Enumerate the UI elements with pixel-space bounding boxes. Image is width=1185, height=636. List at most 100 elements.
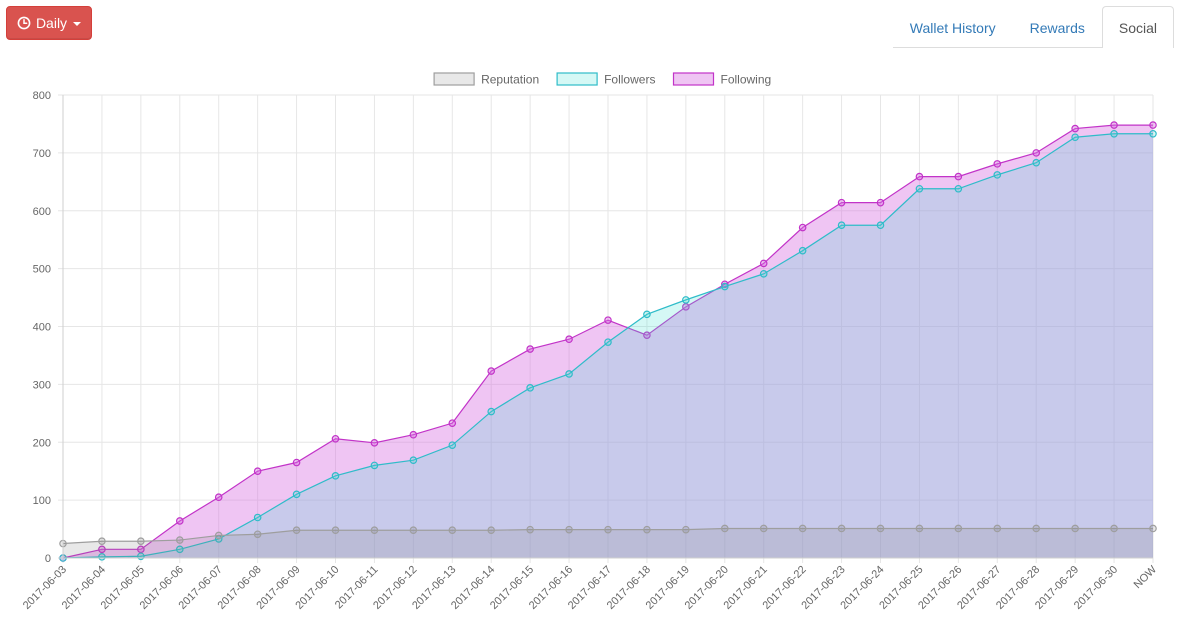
- reputation-point: [526, 525, 534, 534]
- followers-point: [643, 310, 651, 319]
- reputation-point: [214, 531, 223, 540]
- reputation-point: [837, 524, 846, 533]
- y-tick-label: 400: [33, 322, 51, 334]
- following-point: [876, 198, 885, 207]
- legend-label: Reputation: [481, 73, 539, 87]
- reputation-point: [370, 526, 379, 535]
- reputation-point: [331, 526, 340, 535]
- tab-wallet-history[interactable]: Wallet History: [909, 19, 996, 36]
- following-point: [331, 434, 340, 443]
- y-tick-label: 800: [33, 90, 51, 102]
- following-point: [370, 439, 379, 447]
- legend-swatch: [672, 72, 715, 86]
- reputation-point: [1110, 524, 1118, 533]
- following-point: [292, 458, 301, 467]
- following-point: [993, 160, 1002, 168]
- following-point: [214, 493, 223, 502]
- clock-icon: [17, 16, 31, 30]
- legend-swatch: [556, 72, 598, 86]
- following-point: [837, 198, 846, 207]
- followers-point: [565, 370, 573, 378]
- following-point: [915, 172, 924, 181]
- followers-point: [993, 171, 1002, 179]
- y-tick-label: 500: [33, 264, 51, 276]
- reputation-point: [253, 530, 262, 539]
- reputation-point: [682, 525, 690, 534]
- followers-point: [253, 513, 262, 522]
- followers-line: [62, 133, 1153, 559]
- following-point: [1032, 149, 1041, 157]
- y-tick-label: 600: [33, 206, 51, 218]
- reputation-point: [137, 537, 145, 546]
- legend-swatch: [433, 72, 475, 86]
- following-point: [643, 331, 651, 339]
- following-point: [175, 517, 184, 525]
- followers-point: [1071, 133, 1079, 142]
- following-point: [798, 223, 807, 232]
- reputation-line: [62, 527, 1153, 545]
- reputation-point: [876, 524, 885, 533]
- followers-point: [526, 384, 534, 392]
- followers-point: [331, 472, 340, 480]
- reputation-point: [720, 524, 729, 533]
- period-dropdown-button[interactable]: Daily: [6, 6, 92, 40]
- followers-point: [1110, 129, 1118, 138]
- reputation-point: [954, 524, 963, 533]
- reputation-point: [759, 524, 768, 533]
- reputation-point: [292, 526, 301, 535]
- followers-point: [292, 490, 301, 499]
- tab-bar: Wallet History Rewards Social: [893, 6, 1174, 48]
- following-point: [1071, 124, 1079, 133]
- reputation-point: [448, 526, 457, 535]
- legend-label: Followers: [604, 73, 655, 87]
- reputation-point: [643, 525, 651, 534]
- followers-point: [798, 246, 807, 255]
- following-point: [253, 467, 262, 475]
- following-point: [565, 335, 573, 344]
- followers-point: [954, 184, 963, 193]
- period-label: Daily: [35, 15, 68, 31]
- followers-point: [1149, 129, 1157, 138]
- tab-social[interactable]: Social: [1101, 6, 1174, 48]
- reputation-point: [487, 526, 496, 535]
- following-line: [62, 124, 1153, 559]
- followers-point: [175, 545, 184, 554]
- reputation-point: [1071, 524, 1079, 533]
- reputation-point: [1032, 524, 1041, 533]
- followers-point: [837, 221, 846, 230]
- legend-label: Following: [721, 73, 772, 87]
- y-tick-label: 0: [45, 553, 51, 565]
- tab-rewards[interactable]: Rewards: [1029, 19, 1085, 36]
- tabs-border: [893, 47, 1174, 48]
- following-point: [759, 259, 768, 268]
- followers-point: [759, 270, 768, 278]
- reputation-point: [798, 524, 807, 533]
- followers-point: [604, 338, 612, 346]
- reputation-point: [565, 525, 573, 534]
- reputation-point: [409, 526, 418, 535]
- followers-point: [487, 407, 496, 416]
- following-point: [487, 367, 496, 375]
- y-tick-label: 100: [33, 495, 51, 507]
- reputation-point: [915, 524, 924, 533]
- following-point: [1149, 121, 1157, 129]
- y-tick-label: 200: [33, 437, 51, 449]
- reputation-area: [63, 528, 1153, 558]
- following-point: [954, 172, 963, 181]
- reputation-point: [98, 537, 106, 546]
- followers-point: [915, 184, 924, 193]
- following-point: [604, 316, 612, 324]
- x-tick-label: NOW: [1132, 563, 1160, 591]
- caret-down-icon: [73, 22, 82, 26]
- reputation-point: [993, 524, 1002, 533]
- following-point: [409, 430, 418, 439]
- followers-point: [448, 441, 457, 449]
- followers-point: [876, 221, 885, 230]
- followers-point: [720, 282, 729, 291]
- following-point: [98, 545, 106, 554]
- reputation-point: [175, 536, 184, 544]
- followers-point: [370, 461, 379, 470]
- following-point: [448, 419, 457, 427]
- y-tick-label: 700: [33, 148, 51, 160]
